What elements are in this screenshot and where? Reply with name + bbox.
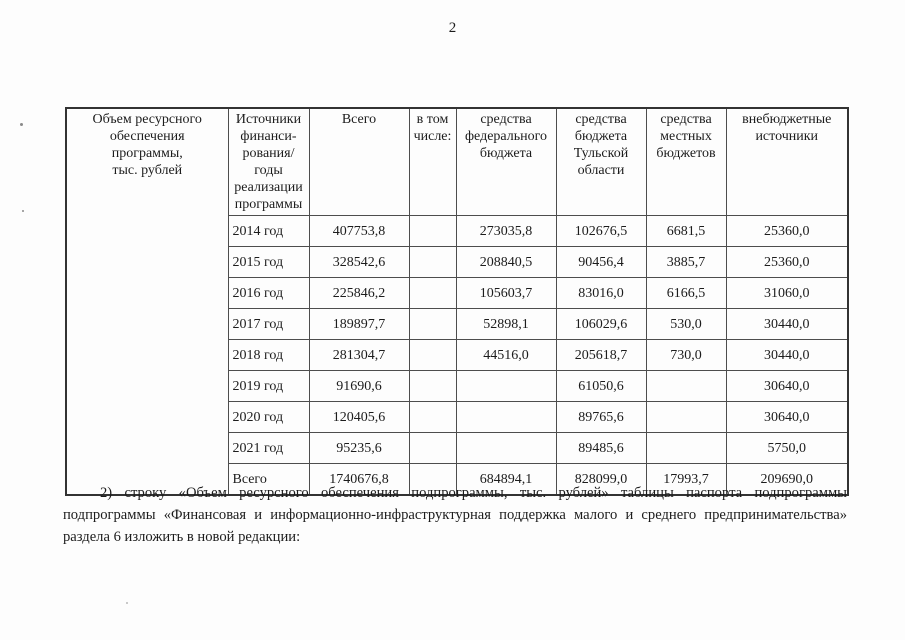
including-cell bbox=[408, 401, 457, 434]
header-total: Всего bbox=[308, 107, 410, 217]
including-cell bbox=[408, 370, 457, 403]
total-cell: 225846,2 bbox=[308, 277, 410, 310]
scan-speck bbox=[22, 210, 24, 212]
region-cell: 90456,4 bbox=[555, 246, 647, 279]
header-extrabudget-sources: внебюджетные источники bbox=[725, 107, 849, 217]
total-cell: 189897,7 bbox=[308, 308, 410, 341]
extrabudget-cell: 30640,0 bbox=[725, 370, 849, 403]
extrabudget-cell: 25360,0 bbox=[725, 215, 849, 248]
total-cell: 407753,8 bbox=[308, 215, 410, 248]
federal-cell: 208840,5 bbox=[455, 246, 557, 279]
header-federal-budget: средства федерального бюджета bbox=[455, 107, 557, 217]
extrabudget-cell: 5750,0 bbox=[725, 432, 849, 465]
year-cell: 2016 год bbox=[227, 277, 310, 310]
total-cell: 120405,6 bbox=[308, 401, 410, 434]
table-row: 2017 год 189897,7 52898,1 106029,6 530,0… bbox=[66, 308, 849, 341]
federal-cell: 684894,1 bbox=[455, 463, 557, 496]
table-row: 2014 год 407753,8 273035,8 102676,5 6681… bbox=[66, 215, 849, 248]
local-cell: 6166,5 bbox=[645, 277, 727, 310]
page-number: 2 bbox=[448, 20, 457, 36]
table-row: 2019 год 91690,6 61050,6 30640,0 bbox=[66, 370, 849, 403]
region-cell: 89485,6 bbox=[555, 432, 647, 465]
region-cell: 205618,7 bbox=[555, 339, 647, 372]
table-row: 2016 год 225846,2 105603,7 83016,0 6166,… bbox=[66, 277, 849, 310]
including-cell bbox=[408, 215, 457, 248]
year-cell: 2020 год bbox=[227, 401, 310, 434]
region-cell: 106029,6 bbox=[555, 308, 647, 341]
table-row: 2015 год 328542,6 208840,5 90456,4 3885,… bbox=[66, 246, 849, 279]
federal-cell bbox=[455, 401, 557, 434]
total-cell: 328542,6 bbox=[308, 246, 410, 279]
federal-cell: 105603,7 bbox=[455, 277, 557, 310]
local-cell: 17993,7 bbox=[645, 463, 727, 496]
year-cell: 2017 год bbox=[227, 308, 310, 341]
extrabudget-cell: 30440,0 bbox=[725, 339, 849, 372]
local-cell bbox=[645, 370, 727, 403]
total-cell: 91690,6 bbox=[308, 370, 410, 403]
including-cell bbox=[408, 308, 457, 341]
header-tula-region-budget: средства бюджета Тульской области bbox=[555, 107, 647, 217]
local-cell: 730,0 bbox=[645, 339, 727, 372]
extrabudget-cell: 25360,0 bbox=[725, 246, 849, 279]
region-cell: 102676,5 bbox=[555, 215, 647, 248]
federal-cell: 273035,8 bbox=[455, 215, 557, 248]
extrabudget-cell: 209690,0 bbox=[725, 463, 849, 496]
extrabudget-cell: 31060,0 bbox=[725, 277, 849, 310]
corner-header-cell: Объем ресурсного обеспечения программы, … bbox=[65, 107, 229, 496]
region-cell: 61050,6 bbox=[555, 370, 647, 403]
body-paragraph: 2) строку «Объем ресурсного обеспечения … bbox=[63, 485, 847, 545]
header-sources: Источники финанси- рования/ годы реализа… bbox=[227, 107, 310, 217]
including-cell bbox=[408, 246, 457, 279]
table-total-row: Всего 1740676,8 684894,1 828099,0 17993,… bbox=[66, 463, 849, 496]
year-cell: 2018 год bbox=[227, 339, 310, 372]
header-local-budgets: средства местных бюджетов bbox=[645, 107, 727, 217]
local-cell bbox=[645, 401, 727, 434]
local-cell: 530,0 bbox=[645, 308, 727, 341]
table-row: 2020 год 120405,6 89765,6 30640,0 bbox=[66, 401, 849, 434]
local-cell: 6681,5 bbox=[645, 215, 727, 248]
scan-speck bbox=[20, 123, 23, 126]
table-row: 2021 год 95235,6 89485,6 5750,0 bbox=[66, 432, 849, 465]
extrabudget-cell: 30440,0 bbox=[725, 308, 849, 341]
region-cell: 83016,0 bbox=[555, 277, 647, 310]
table-row: 2018 год 281304,7 44516,0 205618,7 730,0… bbox=[66, 339, 849, 372]
header-including: в том числе: bbox=[408, 107, 457, 217]
total-cell: 1740676,8 bbox=[308, 463, 410, 496]
including-cell bbox=[408, 432, 457, 465]
total-cell: 281304,7 bbox=[308, 339, 410, 372]
year-cell: 2021 год bbox=[227, 432, 310, 465]
year-cell: 2015 год bbox=[227, 246, 310, 279]
table-header-row: Объем ресурсного обеспечения программы, … bbox=[65, 107, 849, 496]
local-cell: 3885,7 bbox=[645, 246, 727, 279]
including-cell bbox=[408, 339, 457, 372]
federal-cell: 52898,1 bbox=[455, 308, 557, 341]
scan-speck bbox=[126, 602, 128, 604]
year-cell: 2019 год bbox=[227, 370, 310, 403]
federal-cell bbox=[455, 370, 557, 403]
year-cell: 2014 год bbox=[227, 215, 310, 248]
extrabudget-cell: 30640,0 bbox=[725, 401, 849, 434]
federal-cell: 44516,0 bbox=[455, 339, 557, 372]
region-cell: 89765,6 bbox=[555, 401, 647, 434]
local-cell bbox=[645, 432, 727, 465]
federal-cell bbox=[455, 432, 557, 465]
budget-table: Объем ресурсного обеспечения программы, … bbox=[65, 107, 849, 497]
including-cell bbox=[408, 463, 457, 496]
total-cell: 95235,6 bbox=[308, 432, 410, 465]
including-cell bbox=[408, 277, 457, 310]
